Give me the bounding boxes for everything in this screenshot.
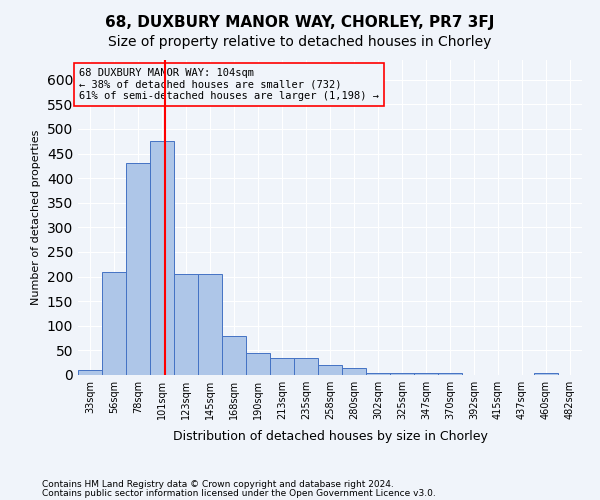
Bar xyxy=(246,353,270,375)
Text: Contains HM Land Registry data © Crown copyright and database right 2024.: Contains HM Land Registry data © Crown c… xyxy=(42,480,394,489)
Text: Size of property relative to detached houses in Chorley: Size of property relative to detached ho… xyxy=(109,35,491,49)
Text: 68 DUXBURY MANOR WAY: 104sqm
← 38% of detached houses are smaller (732)
61% of s: 68 DUXBURY MANOR WAY: 104sqm ← 38% of de… xyxy=(79,68,379,101)
Bar xyxy=(438,372,462,375)
Bar xyxy=(198,274,222,375)
Text: 68, DUXBURY MANOR WAY, CHORLEY, PR7 3FJ: 68, DUXBURY MANOR WAY, CHORLEY, PR7 3FJ xyxy=(106,15,494,30)
Text: Contains public sector information licensed under the Open Government Licence v3: Contains public sector information licen… xyxy=(42,488,436,498)
Bar xyxy=(366,372,390,375)
Bar xyxy=(270,358,294,375)
Bar xyxy=(78,370,102,375)
Bar xyxy=(126,164,150,375)
X-axis label: Distribution of detached houses by size in Chorley: Distribution of detached houses by size … xyxy=(173,430,487,444)
Y-axis label: Number of detached properties: Number of detached properties xyxy=(31,130,41,305)
Bar xyxy=(390,372,414,375)
Bar xyxy=(342,368,366,375)
Bar xyxy=(534,372,558,375)
Bar xyxy=(294,358,318,375)
Bar xyxy=(150,141,174,375)
Bar xyxy=(414,372,438,375)
Bar xyxy=(174,274,198,375)
Bar xyxy=(102,272,126,375)
Bar xyxy=(318,365,342,375)
Bar xyxy=(222,336,246,375)
